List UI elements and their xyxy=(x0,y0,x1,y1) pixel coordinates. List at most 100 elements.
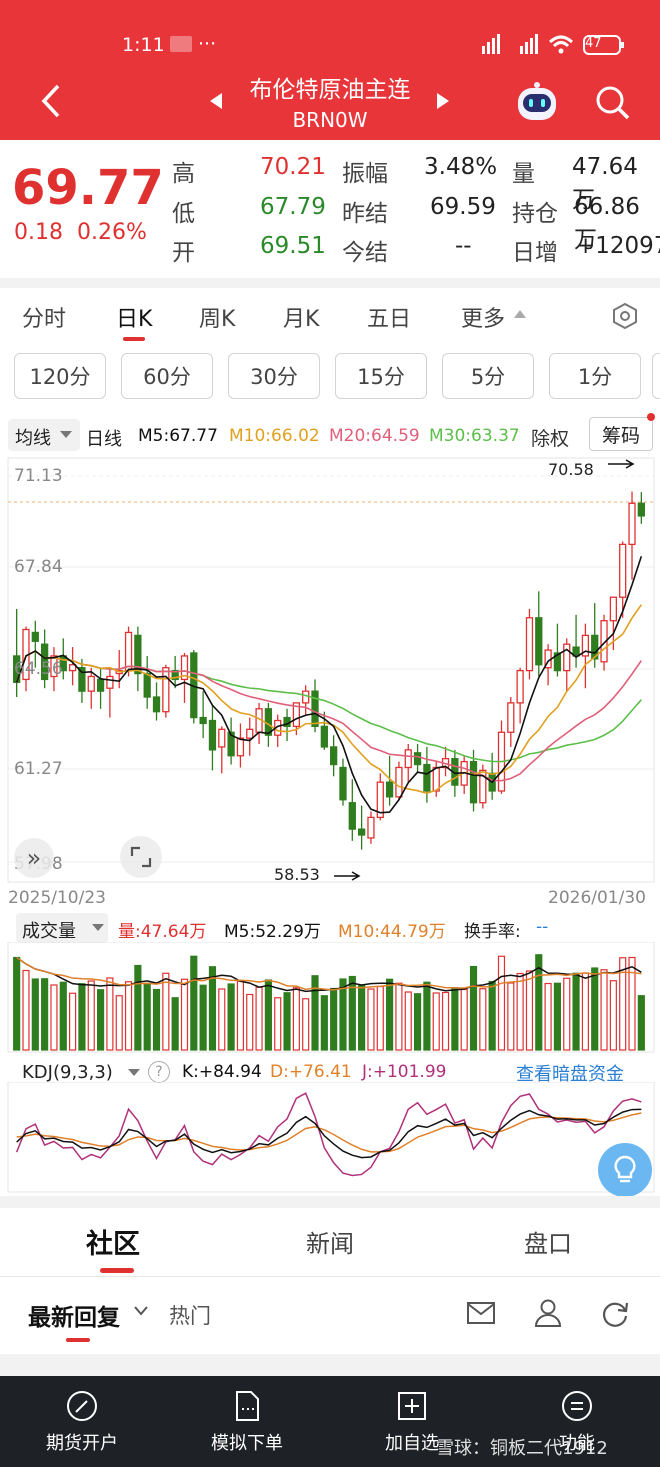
amplitude-label: 振幅 xyxy=(342,161,388,187)
divider xyxy=(0,1196,660,1208)
volume-bar-down xyxy=(96,989,105,1051)
volume-bar-up xyxy=(124,981,133,1051)
candle-up xyxy=(507,702,515,733)
interval-5m[interactable]: 5分 xyxy=(442,353,534,399)
tab-daily-k[interactable]: 日K xyxy=(116,307,153,332)
kdj-selector-label[interactable]: KDJ(9,3,3) xyxy=(22,1062,113,1083)
tab-intraday[interactable]: 分时 xyxy=(22,307,67,332)
volume-bar-up xyxy=(106,977,114,1051)
volume-bar-up xyxy=(376,985,384,1051)
candle-down xyxy=(423,763,431,792)
lightbulb-icon[interactable] xyxy=(598,1143,652,1197)
interval-1m[interactable]: 1分 xyxy=(549,353,641,399)
candle-down xyxy=(96,678,105,692)
tab-five-day[interactable]: 五日 xyxy=(367,307,412,332)
tab-latest-replies[interactable]: 最新回复 xyxy=(28,1305,120,1331)
kdj-frame xyxy=(7,1082,655,1193)
volume-chart[interactable] xyxy=(0,942,660,1054)
volume-selector[interactable] xyxy=(16,913,108,943)
volume-bar-down xyxy=(330,987,338,1051)
volume-bar-down xyxy=(13,956,21,1051)
adjust-toggle[interactable]: 除权 xyxy=(531,428,570,450)
volume-bar-down xyxy=(283,992,291,1051)
volume-bar-down xyxy=(339,978,347,1051)
daily-increase-label: 日增 xyxy=(512,240,558,266)
candle-up xyxy=(376,781,384,819)
low-marker-label: 58.53 xyxy=(274,865,320,884)
open-interest-value: 66.86万 xyxy=(574,194,640,253)
volume-bar-down xyxy=(78,983,86,1051)
interval-120m[interactable]: 120分 xyxy=(14,353,106,399)
caret-up-icon xyxy=(514,310,526,318)
help-icon[interactable]: ? xyxy=(148,1061,170,1083)
search-icon[interactable] xyxy=(594,84,632,122)
volume-bar-down xyxy=(469,965,478,1051)
tab-hot[interactable]: 热门 xyxy=(169,1304,211,1328)
prev-contract-icon[interactable] xyxy=(208,92,224,110)
candle-down xyxy=(553,652,562,672)
interval-15m[interactable]: 15分 xyxy=(335,353,427,399)
dark-pool-funds-link[interactable]: 查看暗盘资金 xyxy=(516,1064,624,1085)
volume-bar-down xyxy=(31,978,39,1051)
candle-down xyxy=(31,631,39,642)
mail-icon[interactable] xyxy=(466,1300,496,1326)
y-axis-label-1: 71.13 xyxy=(14,466,63,486)
interval-60m[interactable]: 60分 xyxy=(121,353,213,399)
turnover-value: -- xyxy=(536,917,549,937)
volume-bar-down xyxy=(143,982,151,1051)
tab-monthly-k[interactable]: 月K xyxy=(283,307,320,332)
interval-more-edge[interactable] xyxy=(652,353,660,399)
prev-settle-value: 69.59 xyxy=(430,194,496,220)
settings-hex-icon[interactable] xyxy=(611,302,639,330)
volume-bar-up xyxy=(479,988,487,1051)
tab-more[interactable]: 更多 xyxy=(461,307,506,332)
volume-bar-down xyxy=(413,993,422,1051)
tab-community[interactable]: 社区 xyxy=(86,1229,140,1260)
nav-functions[interactable]: 功能 xyxy=(511,1376,643,1467)
candle-up xyxy=(87,675,95,692)
candle-up xyxy=(106,675,114,689)
volume-bar-up xyxy=(180,978,189,1051)
y-axis-label-3: 64.56 xyxy=(14,659,63,679)
daily-increase-value: +12097 xyxy=(576,233,660,259)
dropdown-caret-icon xyxy=(128,1069,140,1076)
volume-bar-up xyxy=(460,988,468,1051)
tab-weekly-k[interactable]: 周K xyxy=(199,307,236,332)
header-bar: 1:11 ··· 47 布伦特原油主连 BRN0W xyxy=(0,0,660,140)
volume-bar-up xyxy=(162,972,170,1051)
tab-news[interactable]: 新闻 xyxy=(306,1230,354,1258)
volume-bar-down xyxy=(171,997,179,1051)
nav-add-watchlist[interactable]: 加自选 xyxy=(346,1376,478,1467)
quote-panel: 69.77 0.18 0.26% 高 70.21 低 67.79 开 69.51… xyxy=(0,140,660,278)
volume-bar-up xyxy=(367,988,375,1051)
user-icon[interactable] xyxy=(534,1298,562,1328)
nav-simulated-order[interactable]: 模拟下单 xyxy=(181,1376,313,1467)
document-icon xyxy=(236,1390,259,1421)
volume-bar-up xyxy=(525,970,534,1051)
open-label: 开 xyxy=(172,240,195,266)
volume-bar-up xyxy=(516,972,524,1051)
back-arrow-icon[interactable] xyxy=(36,82,66,120)
open-interest-label: 持仓 xyxy=(512,201,558,227)
candle-up xyxy=(367,816,375,839)
expand-panel-icon[interactable]: » xyxy=(14,838,54,878)
candle-up xyxy=(124,631,133,672)
kdj-chart[interactable] xyxy=(0,1082,660,1194)
volume-bar-up xyxy=(600,969,608,1051)
chips-button[interactable]: 筹码 xyxy=(589,417,653,451)
ma20-value: M20:64.59 xyxy=(329,426,420,446)
refresh-icon[interactable] xyxy=(600,1298,630,1328)
nav-futures-account[interactable]: 期货开户 xyxy=(16,1376,148,1467)
next-contract-icon[interactable] xyxy=(435,92,451,110)
candle-down xyxy=(320,725,328,748)
fullscreen-icon[interactable] xyxy=(120,836,162,878)
candle-down xyxy=(171,669,179,681)
candle-down xyxy=(330,746,338,766)
robot-assistant-icon[interactable] xyxy=(514,80,560,124)
interval-30m[interactable]: 30分 xyxy=(228,353,320,399)
candle-down xyxy=(535,617,543,666)
candle-down xyxy=(637,502,645,517)
tab-order-book[interactable]: 盘口 xyxy=(524,1230,572,1258)
chart-frame xyxy=(7,457,655,883)
kline-chart[interactable] xyxy=(0,456,660,906)
